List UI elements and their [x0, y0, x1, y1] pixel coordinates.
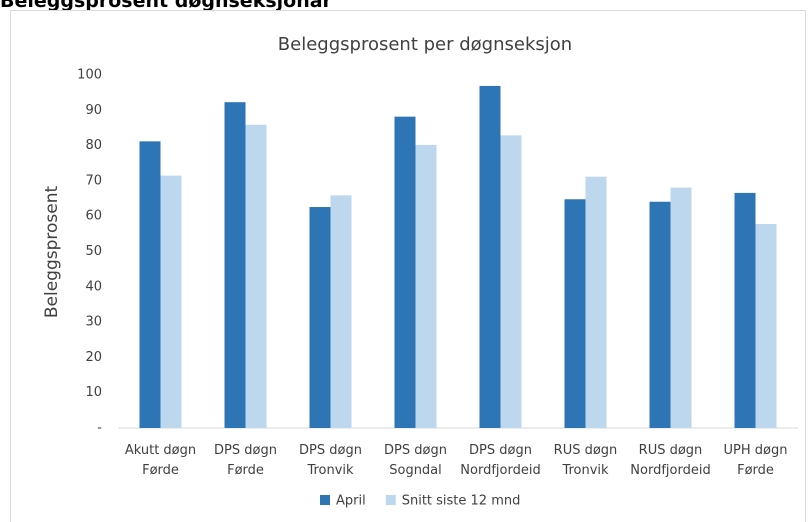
bar: [564, 199, 586, 428]
bar: [330, 195, 352, 428]
x-tick-label-line: Sogndal: [389, 463, 442, 478]
x-tick-label-line: Førde: [737, 463, 774, 478]
bar: [245, 124, 267, 428]
bar: [649, 201, 671, 428]
x-tick-label-line: DPS døgn: [384, 443, 447, 458]
x-tick-label-line: UPH døgn: [724, 443, 788, 458]
chart-title: Beleggsprosent per døgnseksjon: [278, 34, 572, 55]
x-tick-label-line: DPS døgn: [214, 443, 277, 458]
bar: [309, 207, 331, 428]
bar: [479, 85, 501, 429]
x-tick-label-line: Førde: [142, 463, 179, 478]
legend-swatch: [320, 495, 330, 505]
x-tick-label-line: DPS døgn: [299, 443, 362, 458]
bar: [394, 116, 416, 429]
y-tick-label: 70: [85, 173, 102, 188]
bar: [734, 192, 756, 428]
bar: [670, 187, 692, 428]
bar: [139, 141, 161, 428]
y-tick-label: 20: [85, 350, 102, 365]
y-tick-label: 50: [85, 244, 102, 259]
y-tick-label: 40: [85, 279, 102, 294]
x-tick-label-line: RUS døgn: [554, 443, 618, 458]
bar: [160, 175, 182, 428]
x-tick-label-line: Akutt døgn: [125, 443, 196, 458]
x-tick-label-line: RUS døgn: [639, 443, 703, 458]
x-tick-label: RUS døgn Tronvik: [554, 443, 618, 478]
x-tick-label: DPS døgn Førde: [214, 443, 277, 478]
bar: [415, 144, 437, 429]
x-tick-label: UPH døgn Førde: [724, 443, 788, 478]
bar: [224, 102, 246, 428]
x-tick-label: Akutt døgn Førde: [125, 443, 196, 478]
legend-label: April: [336, 494, 366, 509]
bar: [755, 223, 777, 428]
x-tick-label-line: Tronvik: [561, 463, 609, 478]
bar: [500, 135, 522, 428]
y-tick-label: 80: [85, 138, 102, 153]
x-tick-label: DPS døgn Nordfjordeid: [460, 443, 540, 478]
x-tick-label-line: Nordfjordeid: [460, 463, 540, 478]
page-heading: Beleggsprosent døgnseksjonar: [0, 0, 333, 12]
x-tick-label-line: DPS døgn: [469, 443, 532, 458]
y-tick-label: 60: [85, 209, 102, 224]
x-tick-label: DPS døgn Sogndal: [384, 443, 447, 478]
y-tick-label: 10: [85, 385, 102, 400]
y-axis-title: Beleggsprosent: [42, 186, 62, 319]
y-tick-label: 90: [85, 103, 102, 118]
x-tick-label-line: Nordfjordeid: [630, 463, 710, 478]
y-tick-label: 100: [77, 68, 102, 83]
x-tick-label-line: Tronvik: [306, 463, 354, 478]
legend-swatch: [385, 495, 396, 505]
x-tick-label-line: Førde: [227, 463, 264, 478]
x-tick-label: RUS døgn Nordfjordeid: [630, 443, 710, 478]
legend-label: Snitt siste 12 mnd: [402, 494, 521, 509]
y-tick-label: -: [97, 421, 102, 436]
x-tick-label: DPS døgn Tronvik: [299, 443, 362, 478]
bar: [585, 176, 607, 428]
y-tick-label: 30: [85, 315, 102, 330]
